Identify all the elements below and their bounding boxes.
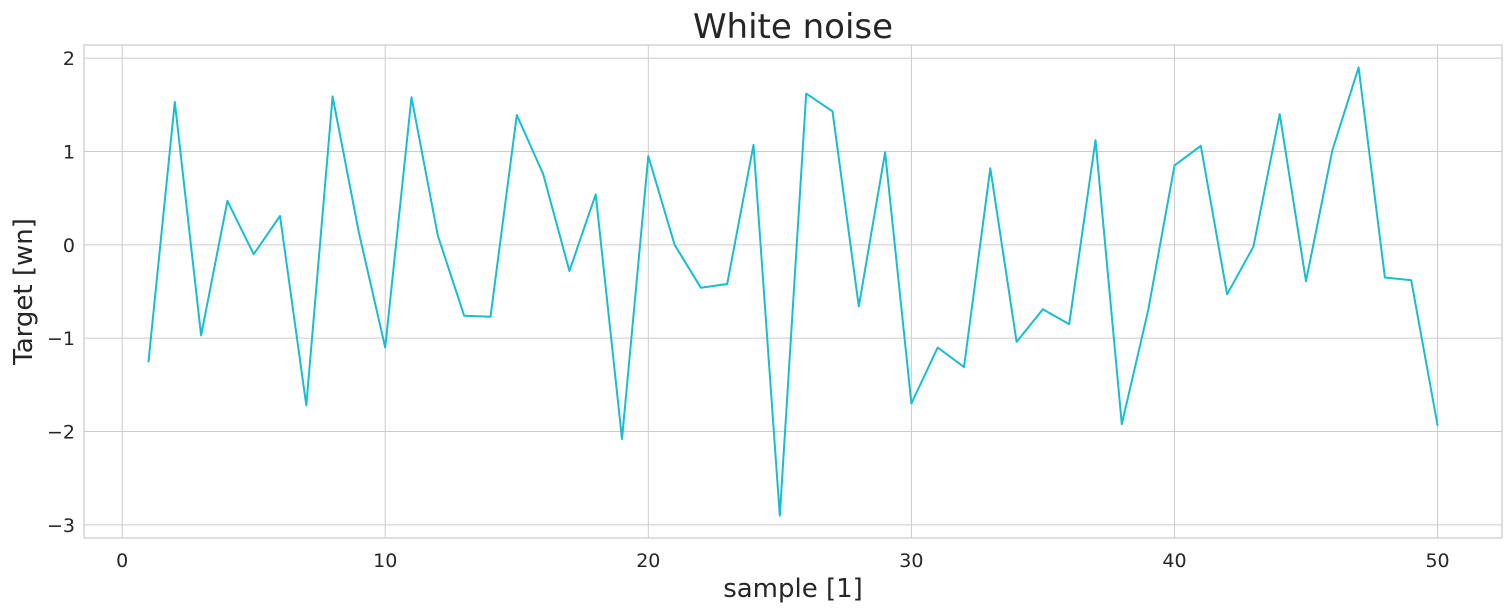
data-point <box>647 155 649 157</box>
y-tick-label: −2 <box>47 422 75 444</box>
data-point <box>332 95 334 97</box>
tick-labels: 0 10 20 30 40 50 −3 −2 −1 0 1 2 <box>47 48 1450 572</box>
y-axis-label: Target [wn] <box>9 218 39 366</box>
data-point <box>1437 424 1439 426</box>
data-point <box>1095 139 1097 141</box>
chart-title: White noise <box>693 7 893 47</box>
data-point <box>805 93 807 95</box>
x-tick-label: 0 <box>116 550 128 572</box>
data-point <box>910 403 912 405</box>
data-point <box>253 253 255 255</box>
data-point <box>542 173 544 175</box>
y-tick-label: −1 <box>47 328 75 350</box>
data-point <box>1279 113 1281 115</box>
data-point <box>963 366 965 368</box>
data-point <box>595 193 597 195</box>
y-tick-label: 0 <box>63 235 75 257</box>
data-point <box>1068 323 1070 325</box>
data-point <box>148 361 150 363</box>
y-tick-label: −3 <box>47 515 75 537</box>
data-point <box>437 235 439 237</box>
data-point <box>490 316 492 318</box>
data-point <box>832 110 834 112</box>
data-point <box>1358 66 1360 68</box>
data-point <box>1042 308 1044 310</box>
data-point <box>1174 164 1176 166</box>
grid <box>84 45 1502 538</box>
data-point <box>358 232 360 234</box>
data-point <box>568 270 570 272</box>
data-point <box>384 347 386 349</box>
data-point <box>1252 246 1254 248</box>
data-point <box>305 404 307 406</box>
data-point <box>1016 341 1018 343</box>
data-point <box>779 515 781 517</box>
data-point <box>753 144 755 146</box>
data-point <box>937 347 939 349</box>
data-point <box>411 96 413 98</box>
data-point <box>674 244 676 246</box>
data-point <box>463 315 465 317</box>
data-point <box>1147 309 1149 311</box>
data-point <box>1121 423 1123 425</box>
data-point <box>726 283 728 285</box>
data-point <box>858 305 860 307</box>
data-point <box>989 167 991 169</box>
data-point <box>1200 145 1202 147</box>
data-point <box>1226 293 1228 295</box>
data-point <box>279 215 281 217</box>
data-point <box>516 114 518 116</box>
data-point <box>884 151 886 153</box>
x-tick-label: 40 <box>1162 550 1186 572</box>
x-tick-label: 10 <box>373 550 397 572</box>
x-axis-label: sample [1] <box>723 574 863 604</box>
y-tick-label: 2 <box>63 48 75 70</box>
data-point <box>700 287 702 289</box>
x-tick-label: 30 <box>899 550 923 572</box>
x-tick-label: 50 <box>1425 550 1449 572</box>
data-point <box>226 200 228 202</box>
series-layer <box>147 66 1439 517</box>
y-tick-label: 1 <box>63 141 75 163</box>
data-point <box>1384 277 1386 279</box>
data-point <box>1305 280 1307 282</box>
plot-frame <box>83 44 1503 539</box>
data-point <box>621 438 623 440</box>
data-point <box>1410 279 1412 281</box>
data-point <box>200 334 202 336</box>
data-point <box>174 101 176 103</box>
x-tick-label: 20 <box>636 550 660 572</box>
data-point <box>1331 150 1333 152</box>
series-line <box>147 66 1439 517</box>
